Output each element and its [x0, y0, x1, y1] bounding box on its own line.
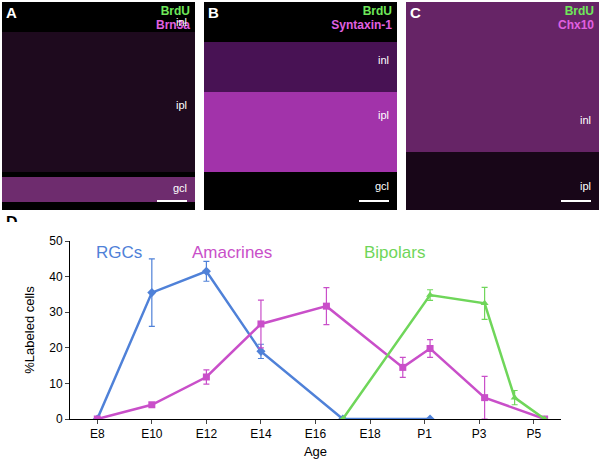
- html-text:inl: inl: [176, 16, 187, 28]
- html-text:ipl: ipl: [580, 180, 591, 192]
- html-text:Brn3a: Brn3a: [156, 18, 190, 32]
- svg-text:E14: E14: [250, 427, 272, 441]
- html-text:Syntaxin-1: Syntaxin-1: [331, 18, 392, 32]
- svg-text:E8: E8: [90, 427, 105, 441]
- svg-text:E12: E12: [196, 427, 218, 441]
- html-text:gcl: gcl: [172, 182, 187, 194]
- svg-text:30: 30: [49, 305, 63, 319]
- svg-text:E16: E16: [305, 427, 327, 441]
- svg-text:10: 10: [49, 377, 63, 391]
- html-text:BrdU: BrdU: [362, 4, 392, 18]
- html-text:inl: inl: [580, 114, 591, 126]
- svg-text:P3: P3: [472, 427, 487, 441]
- svg-text:Bipolars: Bipolars: [364, 243, 425, 262]
- html-text:ipl: ipl: [176, 99, 187, 111]
- svg-text:RGCs: RGCs: [96, 243, 142, 262]
- svg-text:20: 20: [49, 341, 63, 355]
- svg-text:50: 50: [49, 234, 63, 248]
- svg-text:0: 0: [56, 412, 63, 426]
- svg-text:Age: Age: [304, 444, 327, 459]
- html-text:BrdU: BrdU: [160, 4, 190, 18]
- html-text:D: D: [6, 214, 18, 231]
- svg-text:%Labeled cells: %Labeled cells: [22, 286, 37, 374]
- html-text:A: A: [6, 4, 17, 21]
- svg-text:E10: E10: [141, 427, 163, 441]
- html-text:C: C: [410, 4, 421, 21]
- html-text:Chx10: Chx10: [558, 18, 594, 32]
- svg-text:E18: E18: [359, 427, 381, 441]
- html-text:B: B: [208, 4, 219, 21]
- svg-text:Amacrines: Amacrines: [192, 243, 272, 262]
- html-text:BrdU: BrdU: [564, 4, 594, 18]
- svg-text:P5: P5: [526, 427, 541, 441]
- svg-text:40: 40: [49, 270, 63, 284]
- html-text:ipl: ipl: [378, 109, 389, 121]
- html-text:inl: inl: [378, 54, 389, 66]
- html-text:gcl: gcl: [374, 180, 389, 192]
- svg-text:P1: P1: [417, 427, 432, 441]
